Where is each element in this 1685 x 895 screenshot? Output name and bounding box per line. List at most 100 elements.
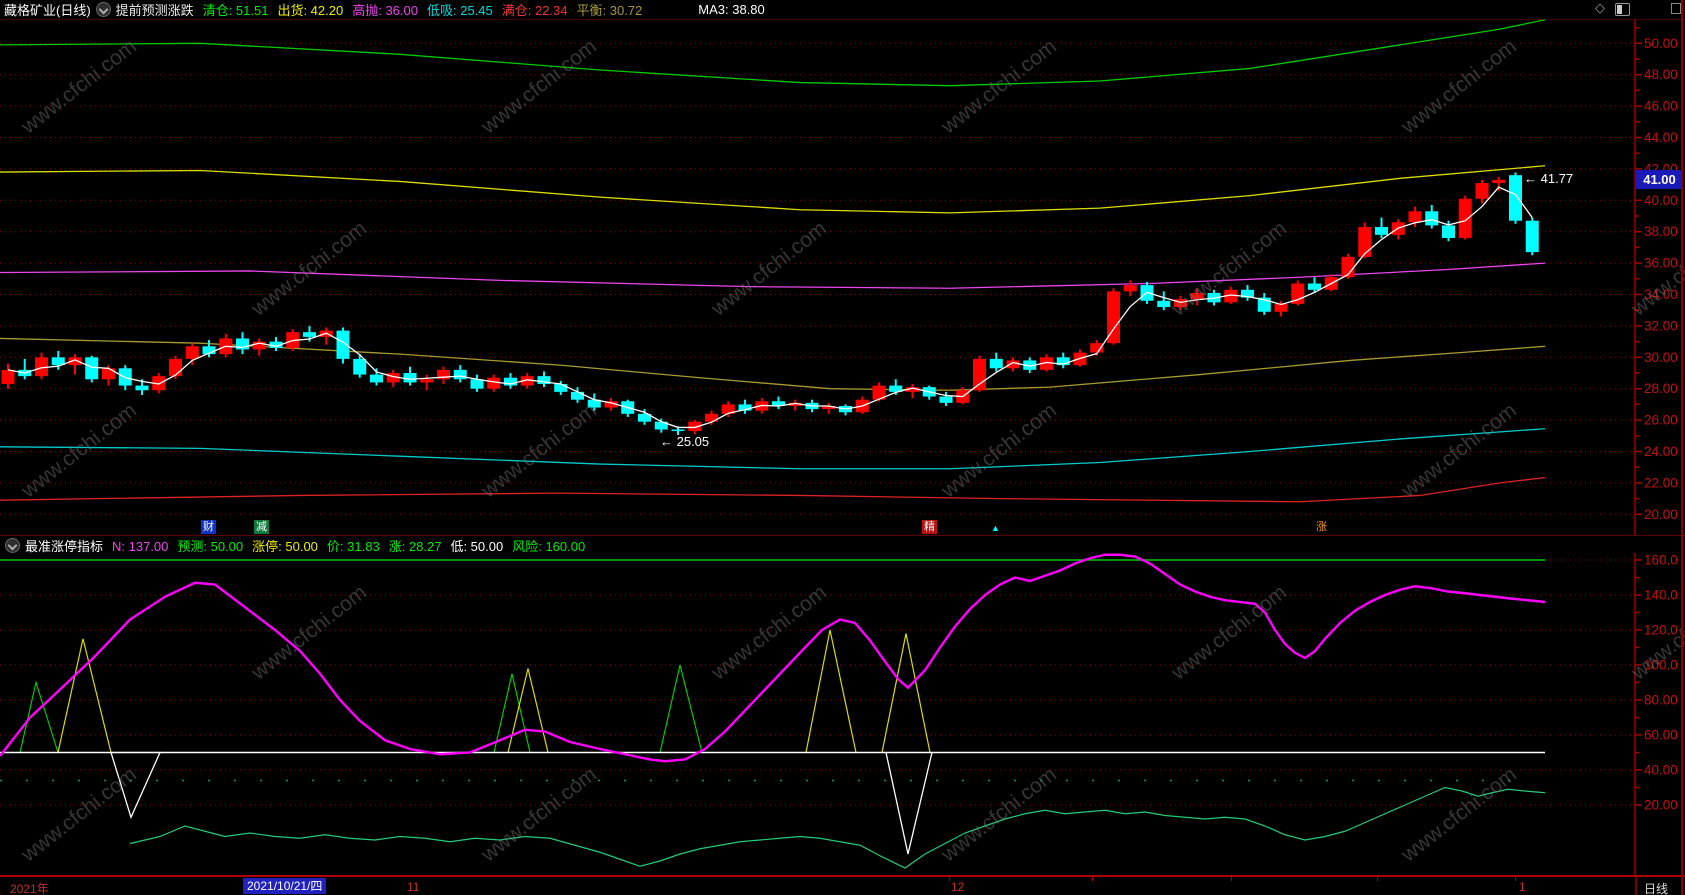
indicator-values: 清仓: 51.51 出货: 42.20 高抛: 36.00 低吸: 25.45 满仓: … <box>194 0 643 19</box>
svg-text:34.00: 34.00 <box>1644 287 1678 302</box>
field-价: 价: 31.83 <box>326 538 380 554</box>
candle-body <box>303 332 316 337</box>
highlighted-date: 2021/10/21/四 <box>243 878 327 894</box>
candle-body <box>1090 343 1104 353</box>
field-涨: 涨: 28.27 <box>388 538 442 554</box>
candle-body <box>772 401 785 406</box>
candle-body <box>537 376 551 384</box>
green-spike-1 <box>19 680 59 753</box>
candle-body <box>1408 211 1422 223</box>
field-满仓: 满仓: 22.34 <box>501 3 568 18</box>
svg-text:20.00: 20.00 <box>1644 507 1678 522</box>
candle-body <box>1492 179 1506 184</box>
candle-body <box>453 369 467 380</box>
candle-body <box>738 404 752 411</box>
candle-body <box>571 391 584 400</box>
candle-body <box>705 413 718 422</box>
candle-body <box>269 341 283 348</box>
indicator-name: 提前预测涨跌 <box>115 3 194 18</box>
candle-body <box>68 357 82 366</box>
svg-text:44.00: 44.00 <box>1644 130 1678 145</box>
panel2-values: N: 137.00 预测: 50.00 涨停: 50.00 价: 31.83 涨: 28… <box>103 536 585 555</box>
candle-body <box>1224 289 1238 303</box>
svg-text:24.00: 24.00 <box>1644 444 1678 459</box>
yellow-spike-4 <box>881 633 931 753</box>
date-tick <box>949 877 950 881</box>
candle-body <box>1023 360 1037 370</box>
candle-body <box>906 387 919 392</box>
band-qingcang-51.51 <box>0 19 1546 87</box>
candle-body <box>1157 300 1171 308</box>
field-清仓: 清仓: 51.51 <box>202 3 269 18</box>
gridlines <box>0 559 1635 806</box>
candle-body <box>554 383 568 392</box>
candle-body <box>973 358 986 391</box>
candle-body <box>1341 256 1355 278</box>
diamond-icon[interactable]: ◇ <box>1595 0 1605 15</box>
green-spike-2 <box>493 673 531 753</box>
candle-body <box>721 404 735 414</box>
candle-body <box>1509 175 1522 221</box>
price-axis-labels: 20.00 22.00 24.00 26.00 28.00 30.00 32.00 34.00… <box>1644 36 1678 522</box>
field-出货: 出货: 42.20 <box>277 3 344 18</box>
corner-window-icon[interactable] <box>1671 3 1681 14</box>
band-gaopao-36.00 <box>0 262 1546 289</box>
field-低: 低: 50.00 <box>450 538 504 554</box>
candle-body <box>1525 220 1539 253</box>
field-预测: 预测: 50.00 <box>177 538 244 554</box>
candle-body <box>169 358 182 377</box>
candle-body <box>604 401 618 408</box>
svg-text:30.00: 30.00 <box>1644 350 1678 365</box>
band-chuhuo-42.20 <box>0 165 1546 214</box>
candles <box>1 172 1539 436</box>
panel2-header: 最准涨停指标 N: 137.00 预测: 50.00 涨停: 50.00 价: 31.… <box>0 535 1685 554</box>
svg-text:120.0: 120.0 <box>1644 623 1678 638</box>
candle-body <box>386 373 400 383</box>
chevron-down-icon[interactable] <box>5 537 20 553</box>
svg-text:32.00: 32.00 <box>1644 318 1678 333</box>
date-axis[interactable]: 2021年 2021/10/21/四 11 12 1 日线 <box>0 875 1685 895</box>
svg-text:140.0: 140.0 <box>1644 588 1678 603</box>
candle-body <box>1308 283 1321 290</box>
candle-body <box>437 369 450 380</box>
split-window-icon[interactable] <box>1615 3 1630 16</box>
candle-body <box>252 341 266 350</box>
field-风险: 风险: 160.00 <box>512 538 586 554</box>
signal-badge-减: 减 <box>254 520 269 534</box>
month-label-11: 11 <box>407 880 420 894</box>
green-spike-3 <box>659 664 703 753</box>
candle-body <box>638 413 651 422</box>
candle-body <box>1123 285 1137 292</box>
n-line <box>0 553 1546 763</box>
white-v-spike-2 <box>885 752 933 855</box>
candle-body <box>1040 357 1053 370</box>
svg-text:60.00: 60.00 <box>1644 728 1678 743</box>
field-平衡: 平衡: 30.72 <box>576 3 643 18</box>
candle-body <box>135 385 149 391</box>
main-price-chart[interactable]: 20.00 22.00 24.00 26.00 28.00 30.00 32.00 34.00… <box>0 19 1685 535</box>
axis-divider <box>1635 877 1637 895</box>
svg-text:36.00: 36.00 <box>1644 256 1678 271</box>
yellow-spike-2 <box>507 668 549 753</box>
svg-text:20.00: 20.00 <box>1644 798 1678 813</box>
svg-text:28.00: 28.00 <box>1644 381 1678 396</box>
candle-body <box>420 379 434 383</box>
candle-body <box>1458 198 1472 238</box>
chevron-down-icon[interactable] <box>95 2 111 17</box>
candle-body <box>1056 357 1070 366</box>
ma3-value: MA3: 38.80 <box>698 2 765 17</box>
field-高抛: 高抛: 36.00 <box>352 3 418 18</box>
band-mancang-22.34 <box>0 476 1546 503</box>
period-label[interactable]: 日线 <box>1644 882 1669 895</box>
indicator-chart[interactable]: 20.00 40.00 60.00 80.00 100.0 120.0 140.0 160.0 <box>0 553 1685 875</box>
right-window-border <box>1681 0 1683 895</box>
candle-body <box>403 373 417 383</box>
axis-ticks <box>1635 559 1642 806</box>
svg-text:48.00: 48.00 <box>1644 67 1678 82</box>
candle-body <box>788 402 802 406</box>
panel2-title: 最准涨停指标 <box>25 538 104 554</box>
price-annotation: ← 41.77 <box>1524 171 1573 186</box>
candle-body <box>1358 226 1372 257</box>
candle-body <box>102 368 115 380</box>
